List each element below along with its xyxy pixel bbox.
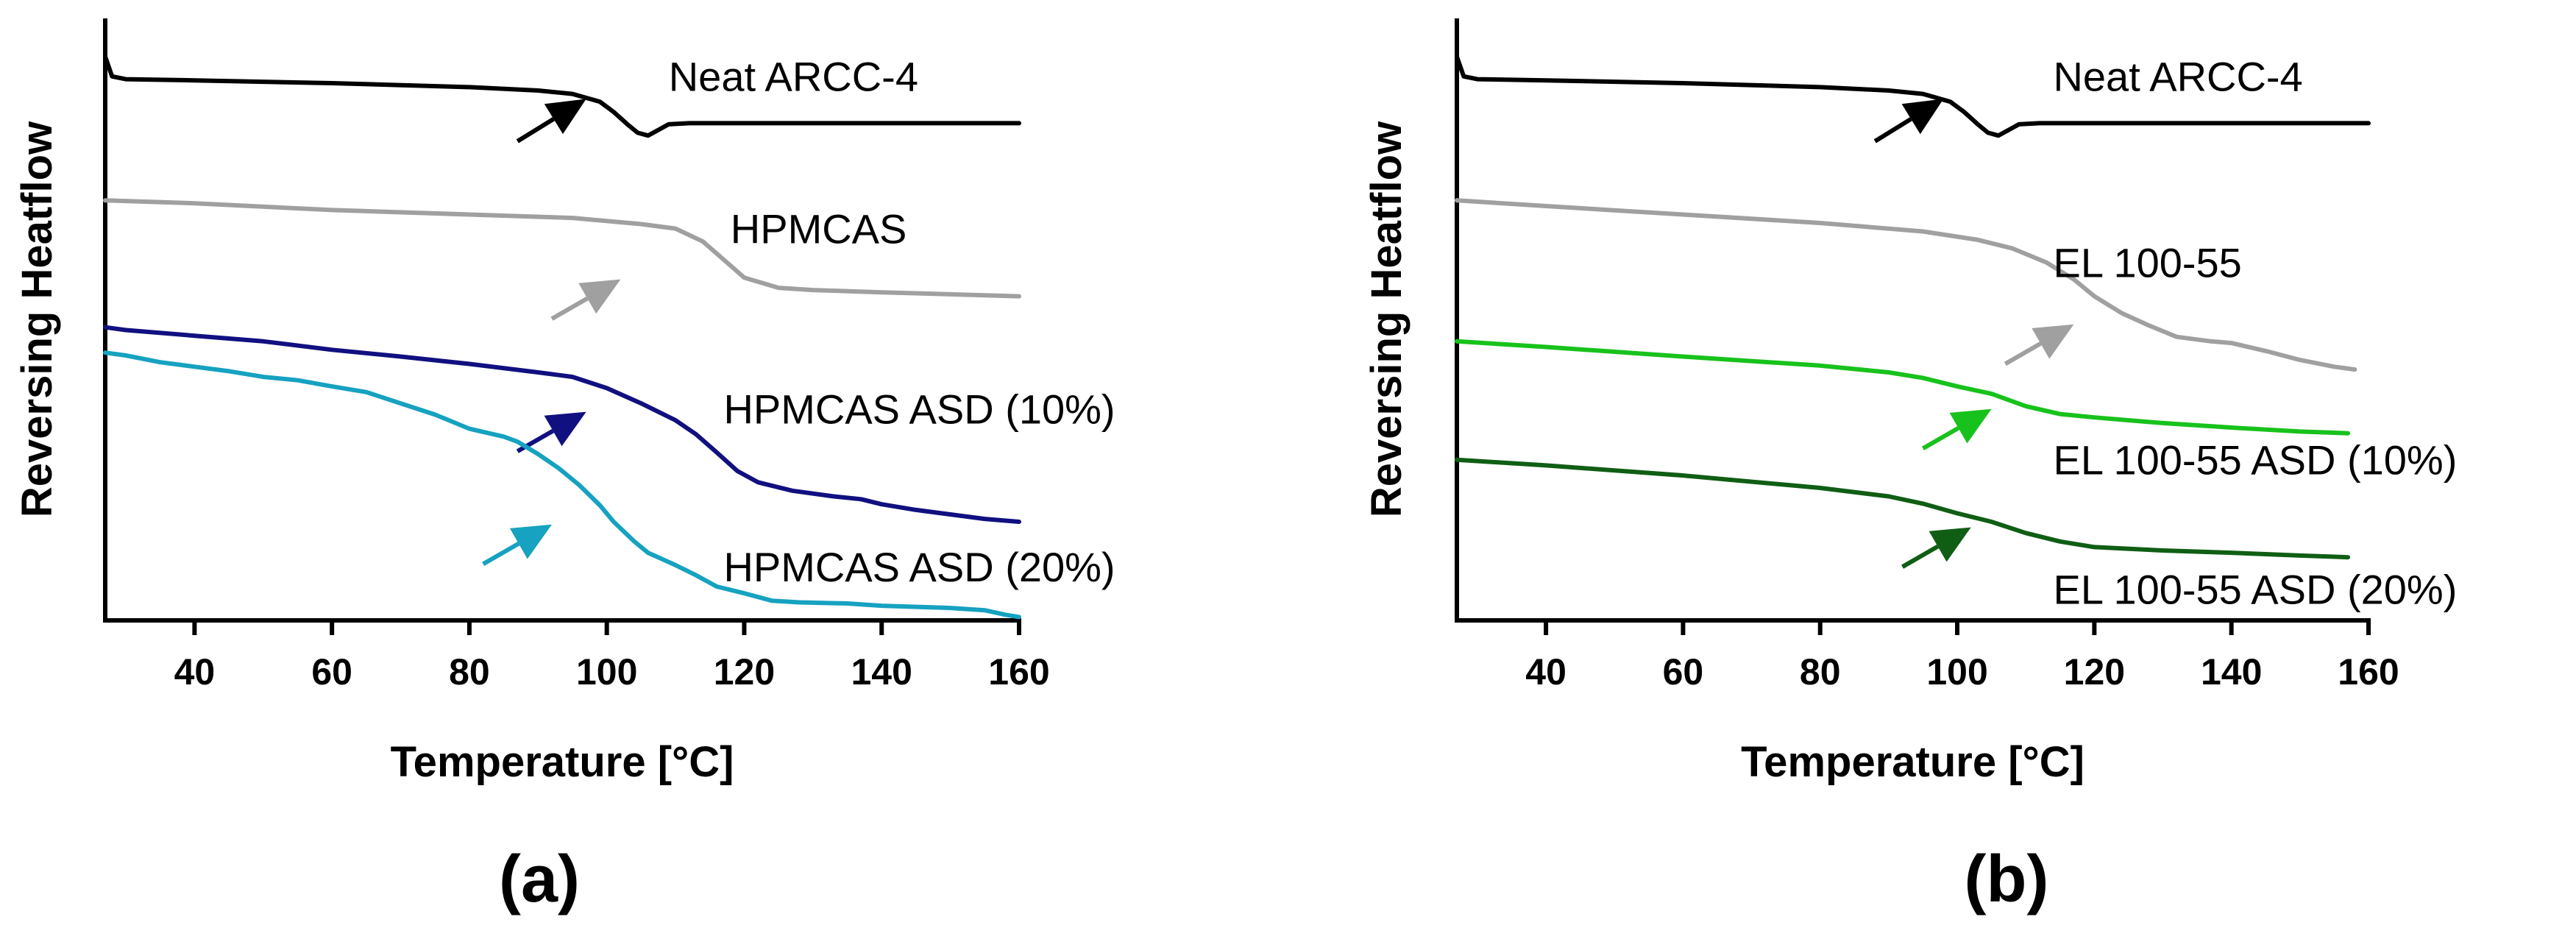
annotation-arrowhead: [1929, 527, 1971, 562]
series-label: HPMCAS ASD (10%): [723, 386, 1115, 433]
annotation-arrowhead: [578, 279, 621, 314]
series-line: [1455, 339, 2351, 436]
x-tick-label: 120: [2064, 651, 2125, 693]
annotation-arrow: [482, 542, 520, 567]
x-tick-label: 60: [1663, 651, 1704, 693]
series-line: [103, 54, 1021, 138]
annotation-arrow: [516, 428, 555, 453]
x-tick-label: 100: [1926, 651, 1987, 693]
x-tick-label: 40: [1525, 651, 1566, 693]
series-label: HPMCAS ASD (20%): [723, 544, 1115, 590]
annotation-arrowhead: [509, 524, 552, 559]
series-label: EL 100-55 ASD (20%): [2053, 567, 2457, 613]
x-axis-title: Temperature [°C]: [1741, 738, 2084, 786]
y-axis-title: Reversing Heatflow: [13, 121, 61, 517]
series-line: [1455, 54, 2371, 138]
x-tick-label: 120: [714, 651, 775, 693]
series-line: [1455, 457, 2351, 560]
annotation-arrowhead: [2032, 324, 2074, 359]
series-label: Neat ARCC-4: [2053, 54, 2302, 100]
series-label: Neat ARCC-4: [669, 54, 918, 100]
annotation-arrow: [2004, 341, 2042, 366]
x-tick-label: 140: [851, 651, 912, 693]
series-line: [103, 198, 1021, 299]
y-axis-title: Reversing Heatflow: [1363, 121, 1411, 517]
annotation-arrow: [1901, 544, 1940, 569]
x-tick-label: 40: [174, 651, 216, 693]
panel-label: (b): [1965, 843, 2049, 916]
series-line: [1455, 198, 2357, 372]
series-label: HPMCAS: [731, 205, 907, 252]
annotation-arrowhead: [544, 99, 586, 135]
x-tick-label: 100: [576, 651, 637, 693]
series-label: EL 100-55: [2053, 239, 2241, 286]
annotation-arrow: [550, 296, 589, 321]
x-tick-label: 80: [449, 651, 490, 693]
series-label: EL 100-55 ASD (10%): [2053, 437, 2457, 484]
annotation-arrowhead: [1949, 408, 1992, 444]
x-tick-label: 60: [311, 651, 352, 693]
series-line: [103, 325, 1021, 524]
annotation-arrow: [1921, 426, 1960, 450]
panel-b: 40 60 80 100 120 140 160 Temperature [°C] Revers…: [1363, 18, 2457, 916]
x-tick-label: 160: [2338, 651, 2399, 693]
annotation-arrowhead: [544, 411, 586, 447]
x-tick-label: 160: [988, 651, 1049, 693]
annotation-arrow: [1873, 117, 1912, 144]
annotation-arrow: [516, 117, 555, 144]
panel-label: (a): [499, 843, 580, 916]
x-tick-label: 80: [1800, 651, 1841, 693]
x-tick-label: 140: [2201, 651, 2262, 693]
annotation-arrowhead: [1901, 99, 1944, 135]
panel-a: 40 60 80 100 120 140 160 Temperature [°C] Revers…: [13, 18, 1115, 916]
series-line: [103, 350, 1021, 620]
x-axis-title: Temperature [°C]: [391, 738, 734, 786]
